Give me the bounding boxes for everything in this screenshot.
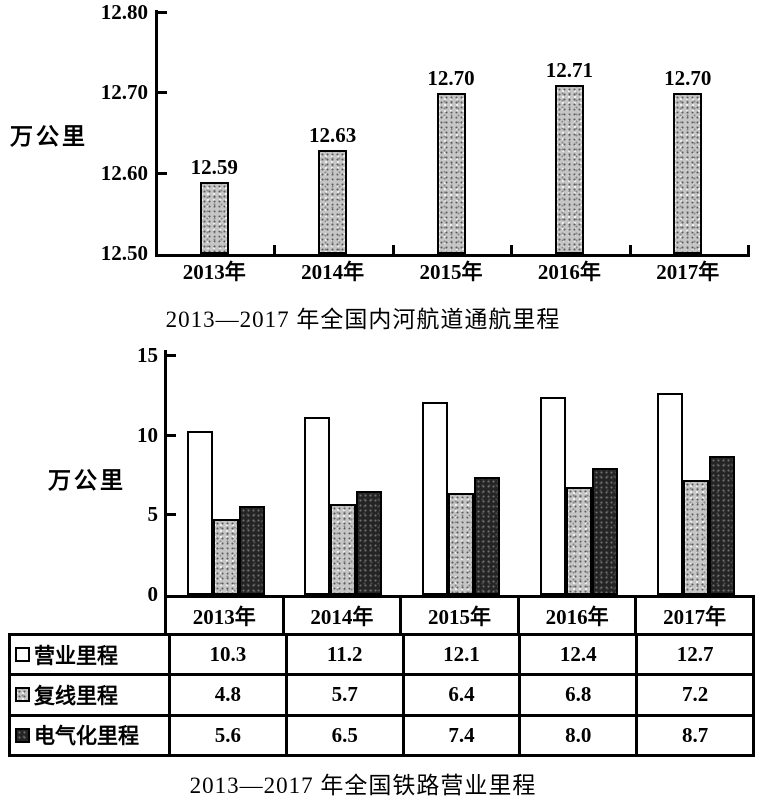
table-value-cell: 6.4 (405, 676, 522, 714)
series-name-label: 营业里程 (34, 643, 118, 668)
railway-table-header-row: 2013年 2014年 2015年 2016年 2017年 (164, 595, 755, 636)
waterway-y-tick-mark (158, 171, 167, 175)
railway-chart-title: 2013—2017 年全国铁路营业里程 (189, 773, 537, 797)
table-value-cell: 10.3 (171, 636, 288, 674)
table-value-cell: 5.7 (288, 676, 405, 714)
waterway-x-tick-mark (391, 245, 395, 254)
railway-y-tick-label: 0 (147, 582, 159, 606)
railway-bar-double-track-mileage-2017 (683, 480, 710, 595)
waterway-y-tick-label: 12.50 (100, 241, 148, 265)
railway-bar-electrified-mileage-2013 (238, 505, 265, 595)
waterway-bar-2014 (318, 149, 348, 254)
year-header-cell: 2015年 (399, 598, 517, 633)
waterway-bar-2017 (673, 93, 703, 254)
waterway-bar-value-label: 12.63 (308, 122, 357, 147)
waterway-y-tick-label: 12.70 (100, 80, 148, 105)
legend-swatch-double-track-mileage (15, 687, 30, 703)
railway-bar-electrified-mileage-2017 (709, 456, 736, 595)
table-value-cell: 8.0 (521, 716, 639, 754)
table-value-cell: 6.8 (521, 676, 639, 714)
table-value-cell: 8.7 (681, 722, 709, 747)
railway-table-row-operating-mileage: 营业里程 10.3 11.2 12.1 12.4 12.7 (11, 636, 752, 674)
legend-swatch-operating-mileage (15, 647, 30, 663)
waterway-bar-value-label: 12.70 (664, 66, 712, 91)
railway-y-axis-unit-label: 万公里 (48, 468, 126, 493)
waterway-x-category-label: 2014年 (301, 260, 365, 284)
waterway-x-category-label: 2017年 (656, 260, 720, 284)
table-value-cell: 5.6 (171, 716, 288, 754)
waterway-chart-title: 2013—2017 年全国内河航道通航里程 (165, 307, 561, 332)
railway-bar-operating-mileage-2017 (657, 392, 684, 595)
railway-bar-operating-mileage-2016 (539, 397, 566, 595)
waterway-x-category-label: 2013年 (182, 260, 246, 284)
railway-bar-double-track-mileage-2016 (565, 486, 592, 595)
railway-bar-operating-mileage-2015 (422, 402, 448, 595)
waterway-y-tick-mark (158, 11, 167, 14)
railway-bar-electrified-mileage-2016 (591, 467, 618, 595)
table-value-cell: 4.8 (171, 676, 288, 714)
railway-y-tick-label: 5 (147, 502, 159, 527)
railway-series-label-electrified-mileage: 电气化里程 (11, 716, 171, 754)
waterway-x-category-label: 2015年 (419, 260, 483, 284)
year-header-cell: 2017年 (634, 598, 752, 633)
waterway-x-tick-mark (510, 245, 514, 254)
waterway-chart-plot: 12.59 12.63 12.70 12.71 12.70 (155, 10, 750, 257)
year-header-cell: 2014年 (281, 598, 400, 633)
railway-table-body: 营业里程 10.3 11.2 12.1 12.4 12.7 复线里程 4.8 5.7 6.4 6.8… (8, 633, 755, 757)
table-value-cell: 12.4 (521, 636, 639, 674)
table-value-cell: 6.5 (288, 716, 405, 754)
legend-swatch-electrified-mileage (15, 727, 30, 743)
railway-y-tick-mark (167, 433, 176, 437)
table-value-cell: 7.2 (681, 682, 709, 707)
railway-bar-operating-mileage-2014 (304, 416, 331, 595)
waterway-bar-2015 (436, 93, 466, 254)
railway-bar-electrified-mileage-2015 (474, 477, 500, 595)
waterway-bar-value-label: 12.71 (545, 58, 594, 83)
railway-series-label-double-track-mileage: 复线里程 (11, 676, 171, 714)
waterway-x-tick-mark (273, 245, 277, 254)
railway-series-label-operating-mileage: 营业里程 (11, 636, 171, 674)
railway-y-tick-mark (167, 354, 176, 357)
railway-bar-double-track-mileage-2014 (330, 504, 357, 595)
series-name-label: 电气化里程 (34, 724, 139, 749)
railway-table-row-double-track-mileage: 复线里程 4.8 5.7 6.4 6.8 7.2 (11, 673, 752, 714)
waterway-bar-value-label: 12.70 (427, 66, 475, 91)
waterway-x-tick-mark (747, 245, 750, 254)
waterway-bar-2016 (554, 85, 584, 254)
year-header-cell: 2013年 (192, 604, 256, 629)
waterway-y-axis-unit-label: 万公里 (10, 124, 88, 149)
waterway-y-tick-mark (158, 91, 167, 95)
railway-y-tick-label: 10 (137, 422, 158, 447)
year-header-cell: 2016年 (516, 598, 635, 633)
railway-table-row-electrified-mileage: 电气化里程 5.6 6.5 7.4 8.0 8.7 (11, 713, 752, 754)
table-value-cell: 12.1 (405, 636, 522, 674)
railway-bar-electrified-mileage-2014 (356, 491, 383, 595)
railway-y-tick-label: 15 (137, 343, 158, 367)
railway-y-tick-mark (167, 513, 176, 517)
waterway-y-tick-label: 12.60 (100, 160, 148, 185)
waterway-x-category-label: 2016年 (537, 260, 601, 284)
series-name-label: 复线里程 (34, 683, 118, 708)
waterway-x-tick-mark (628, 245, 632, 254)
railway-bar-double-track-mileage-2013 (212, 518, 239, 595)
waterway-bar-2013 (199, 181, 229, 254)
waterway-bar-value-label: 12.59 (190, 154, 238, 179)
table-value-cell: 12.7 (676, 642, 714, 667)
table-value-cell: 11.2 (288, 636, 405, 674)
waterway-y-tick-label: 12.80 (100, 0, 148, 24)
table-value-cell: 7.4 (405, 716, 522, 754)
railway-bar-double-track-mileage-2015 (448, 493, 474, 595)
railway-chart-plot (164, 350, 755, 595)
railway-bar-operating-mileage-2013 (186, 430, 213, 595)
